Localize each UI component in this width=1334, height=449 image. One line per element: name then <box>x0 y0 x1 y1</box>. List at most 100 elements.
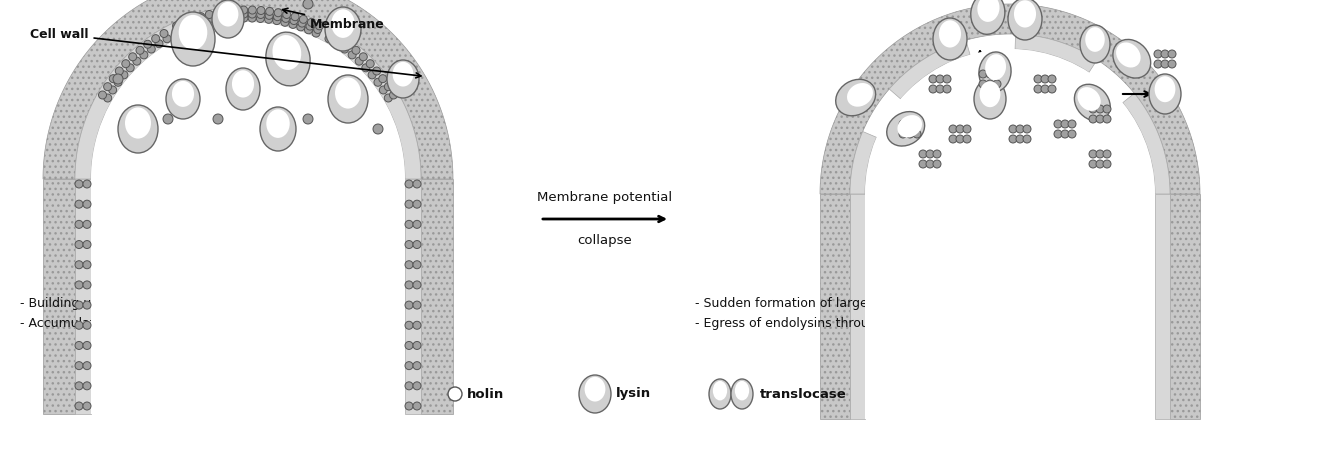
Circle shape <box>315 22 323 30</box>
Circle shape <box>932 150 940 158</box>
Circle shape <box>963 135 971 143</box>
Circle shape <box>75 180 83 188</box>
Circle shape <box>1069 130 1077 138</box>
Ellipse shape <box>172 81 193 107</box>
Bar <box>1155 194 1170 419</box>
Circle shape <box>1154 60 1162 68</box>
Circle shape <box>932 160 940 168</box>
Ellipse shape <box>1009 0 1042 40</box>
Circle shape <box>1061 130 1069 138</box>
Circle shape <box>223 11 231 19</box>
Circle shape <box>1161 60 1169 68</box>
Ellipse shape <box>974 79 1006 119</box>
Ellipse shape <box>1074 84 1110 121</box>
Text: - Egress of endolysins through membrane lesions: - Egress of endolysins through membrane … <box>695 317 1005 330</box>
Circle shape <box>305 22 313 30</box>
Text: Cell wall: Cell wall <box>29 27 422 78</box>
Circle shape <box>75 301 83 309</box>
Circle shape <box>297 19 305 27</box>
Circle shape <box>303 0 313 9</box>
Circle shape <box>1041 75 1049 83</box>
Ellipse shape <box>979 52 1011 92</box>
Circle shape <box>109 75 117 83</box>
Circle shape <box>414 241 422 249</box>
Circle shape <box>99 91 107 99</box>
Ellipse shape <box>1155 76 1175 102</box>
Bar <box>850 194 864 419</box>
Bar <box>43 179 75 414</box>
Ellipse shape <box>847 83 872 107</box>
Circle shape <box>240 10 248 18</box>
Circle shape <box>296 23 304 31</box>
Circle shape <box>1103 115 1111 123</box>
Circle shape <box>265 11 273 19</box>
Circle shape <box>1097 160 1105 168</box>
Circle shape <box>213 9 221 17</box>
Circle shape <box>191 23 199 31</box>
Circle shape <box>215 13 223 21</box>
Circle shape <box>414 261 422 269</box>
Ellipse shape <box>1014 0 1037 27</box>
Bar <box>75 179 91 414</box>
Circle shape <box>912 120 920 128</box>
Ellipse shape <box>217 2 239 26</box>
Circle shape <box>215 17 223 25</box>
Circle shape <box>120 71 128 79</box>
Circle shape <box>207 14 215 22</box>
Ellipse shape <box>731 379 752 409</box>
Ellipse shape <box>232 70 253 97</box>
Circle shape <box>406 361 414 370</box>
Circle shape <box>986 80 994 88</box>
Bar <box>864 194 1155 419</box>
Ellipse shape <box>978 0 999 22</box>
Circle shape <box>1103 150 1111 158</box>
Circle shape <box>926 150 934 158</box>
Circle shape <box>406 241 414 249</box>
Circle shape <box>83 402 91 410</box>
Circle shape <box>172 22 180 30</box>
Circle shape <box>160 30 168 38</box>
Circle shape <box>899 120 907 128</box>
Ellipse shape <box>272 35 301 70</box>
Bar <box>422 179 454 414</box>
Wedge shape <box>864 49 1155 194</box>
Circle shape <box>256 10 264 18</box>
Circle shape <box>448 387 462 401</box>
Circle shape <box>406 382 414 390</box>
Circle shape <box>336 35 344 43</box>
Bar <box>406 179 422 414</box>
Circle shape <box>83 261 91 269</box>
Text: - Building up of holins (membrane): - Building up of holins (membrane) <box>20 297 239 310</box>
Circle shape <box>390 91 398 99</box>
Circle shape <box>83 281 91 289</box>
Ellipse shape <box>971 0 1005 34</box>
Ellipse shape <box>735 381 750 401</box>
Circle shape <box>352 46 360 54</box>
Circle shape <box>289 17 297 25</box>
Circle shape <box>104 83 112 91</box>
Ellipse shape <box>1149 74 1181 114</box>
Ellipse shape <box>328 75 368 123</box>
Circle shape <box>334 40 342 48</box>
Circle shape <box>75 321 83 329</box>
Circle shape <box>406 341 414 349</box>
Circle shape <box>1023 125 1031 133</box>
Ellipse shape <box>267 109 289 138</box>
Circle shape <box>414 180 422 188</box>
Circle shape <box>406 321 414 329</box>
Circle shape <box>414 281 422 289</box>
Circle shape <box>348 51 356 59</box>
Circle shape <box>1097 115 1105 123</box>
Circle shape <box>1009 125 1017 133</box>
Circle shape <box>1017 135 1025 143</box>
Circle shape <box>1069 120 1077 128</box>
Circle shape <box>406 180 414 188</box>
Circle shape <box>943 85 951 93</box>
Circle shape <box>197 13 205 21</box>
Circle shape <box>75 382 83 390</box>
Circle shape <box>83 361 91 370</box>
Ellipse shape <box>331 9 355 38</box>
Circle shape <box>906 130 914 138</box>
Circle shape <box>264 15 272 23</box>
Circle shape <box>414 321 422 329</box>
